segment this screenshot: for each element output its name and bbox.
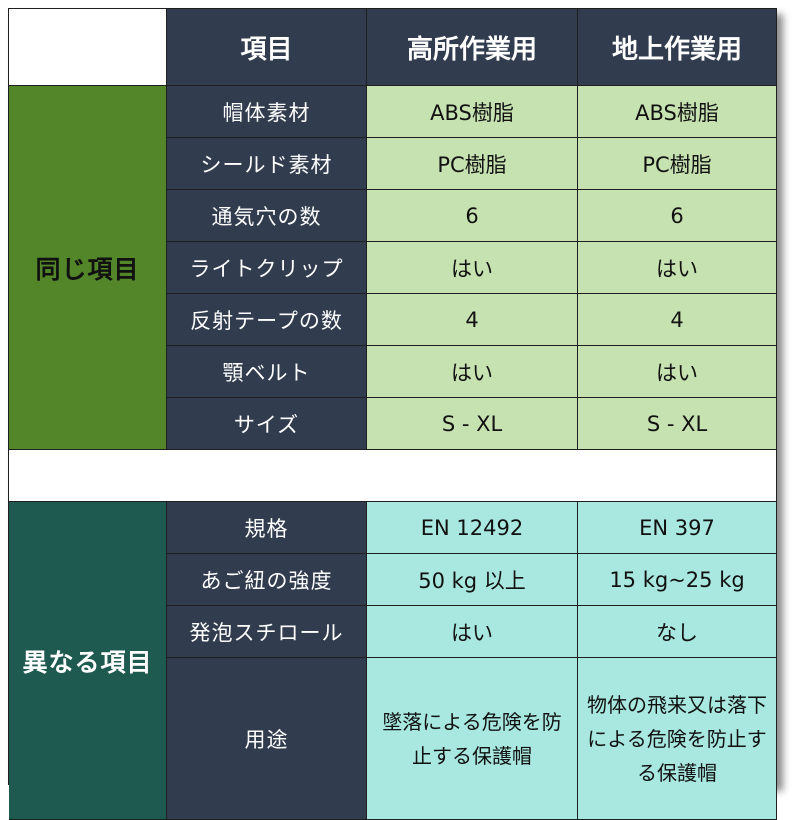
header-ground-work: 地上作業用	[578, 9, 777, 86]
cell-high: はい	[367, 242, 578, 294]
row-label: 用途	[167, 658, 367, 820]
spacer-row	[9, 450, 777, 502]
row-label: 顎ベルト	[167, 346, 367, 398]
row-label: あご紐の強度	[167, 554, 367, 606]
cell-ground: ABS樹脂	[578, 86, 777, 138]
group-label-different: 異なる項目	[9, 502, 167, 820]
cell-ground: はい	[578, 346, 777, 398]
comparison-table: 項目 高所作業用 地上作業用 同じ項目 帽体素材 ABS樹脂 ABS樹脂 シール…	[8, 8, 777, 820]
cell-high: はい	[367, 346, 578, 398]
row-label: 反射テープの数	[167, 294, 367, 346]
row-label: 発泡スチロール	[167, 606, 367, 658]
cell-ground: はい	[578, 242, 777, 294]
header-high-work: 高所作業用	[367, 9, 578, 86]
row-label: 帽体素材	[167, 86, 367, 138]
cell-high: 50 kg 以上	[367, 554, 578, 606]
cell-ground: 6	[578, 190, 777, 242]
cell-ground: なし	[578, 606, 777, 658]
group-label-same: 同じ項目	[9, 86, 167, 450]
cell-ground: PC樹脂	[578, 138, 777, 190]
row-label: ライトクリップ	[167, 242, 367, 294]
cell-high: S - XL	[367, 398, 578, 450]
cell-ground: EN 397	[578, 502, 777, 554]
cell-ground: S - XL	[578, 398, 777, 450]
header-item: 項目	[167, 9, 367, 86]
cell-high: PC樹脂	[367, 138, 578, 190]
cell-high: 6	[367, 190, 578, 242]
cell-high: ABS樹脂	[367, 86, 578, 138]
header-corner	[9, 9, 167, 86]
cell-high: 墜落による危険を防止する保護帽	[367, 658, 578, 820]
cell-high: 4	[367, 294, 578, 346]
row-label: シールド素材	[167, 138, 367, 190]
row-label: 規格	[167, 502, 367, 554]
cell-high: EN 12492	[367, 502, 578, 554]
cell-ground: 15 kg~25 kg	[578, 554, 777, 606]
cell-high: はい	[367, 606, 578, 658]
row-label: 通気穴の数	[167, 190, 367, 242]
row-label: サイズ	[167, 398, 367, 450]
cell-ground: 物体の飛来又は落下による危険を防止する保護帽	[578, 658, 777, 820]
cell-ground: 4	[578, 294, 777, 346]
